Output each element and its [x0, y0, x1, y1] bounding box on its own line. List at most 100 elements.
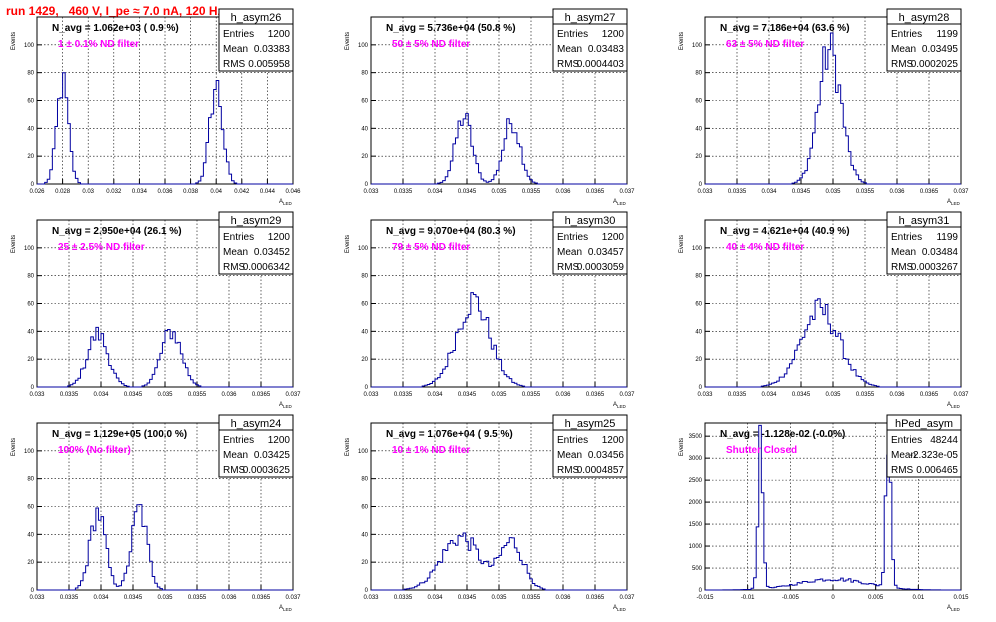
- stats-title: h_asym24: [231, 418, 282, 430]
- y-tick-label: 2000: [689, 500, 703, 506]
- x-tick-label: 0.035: [491, 595, 507, 601]
- y-axis-title: Events: [679, 438, 685, 456]
- navg-label: N_avg = 1.129e+05 (100.0 %): [52, 429, 187, 440]
- stats-value: 1200: [602, 29, 625, 40]
- x-tick-label: 0.015: [953, 595, 969, 601]
- y-tick-label: 0: [699, 588, 703, 594]
- x-tick-label: -0.015: [696, 595, 714, 601]
- filter-label: 1 ± 0.1% ND filter: [58, 39, 139, 50]
- stats-key: RMS: [223, 262, 246, 273]
- y-tick-label: 80: [27, 274, 34, 280]
- stats-box: [218, 414, 294, 478]
- x-axis-title: ALED: [279, 402, 293, 409]
- y-tick-label: 20: [361, 560, 368, 566]
- x-tick-label: 0.034: [427, 392, 443, 398]
- stats-value: 0.03495: [922, 44, 959, 55]
- stats-value: 1199: [936, 232, 958, 243]
- filter-label: 50 ± 5% ND filter: [392, 39, 470, 50]
- y-tick-label: 20: [27, 357, 34, 363]
- y-tick-label: 80: [695, 274, 702, 280]
- x-tick-label: 0.035: [157, 392, 173, 398]
- y-tick-label: 60: [695, 302, 702, 308]
- stats-value: 1200: [268, 435, 291, 446]
- x-tick-label: 0.037: [619, 189, 635, 195]
- y-tick-label: 3000: [689, 456, 703, 462]
- y-tick-label: 40: [695, 126, 702, 132]
- y-tick-label: 40: [361, 126, 368, 132]
- stats-key: Mean: [223, 44, 248, 55]
- y-tick-label: 40: [361, 329, 368, 335]
- x-tick-label: 0.036: [889, 189, 905, 195]
- histogram-bars: [705, 424, 961, 591]
- stats-title: h_asym31: [899, 215, 950, 227]
- x-tick-label: 0.0335: [394, 595, 413, 601]
- x-tick-label: 0.0345: [792, 392, 811, 398]
- x-axis-title: ALED: [279, 199, 293, 206]
- histogram-bars: [705, 32, 961, 185]
- x-tick-label: 0.0365: [586, 189, 605, 195]
- stats-key: Mean: [891, 247, 916, 258]
- y-tick-label: 40: [27, 532, 34, 538]
- filter-label: 63 ± 5% ND filter: [726, 39, 804, 50]
- filter-label: 25 ± 2.5% ND filter: [58, 242, 145, 253]
- y-tick-label: 2500: [689, 478, 703, 484]
- filter-label: Shutter Closed: [726, 445, 797, 456]
- x-tick-label: 0.0345: [792, 189, 811, 195]
- stats-value: 0.03456: [588, 450, 625, 461]
- x-tick-label: 0.0335: [394, 392, 413, 398]
- navg-label: N_avg = 5.736e+04 (50.8 %): [386, 23, 516, 34]
- x-tick-label: 0.037: [285, 595, 301, 601]
- x-tick-label: 0.033: [697, 189, 713, 195]
- x-tick-label: 0.0365: [252, 595, 271, 601]
- x-tick-label: 0.0365: [586, 392, 605, 398]
- stats-box: [886, 414, 962, 478]
- x-tick-label: 0.035: [491, 392, 507, 398]
- stats-key: Mean: [223, 247, 248, 258]
- y-axis-title: Events: [679, 235, 685, 253]
- x-tick-label: 0.036: [889, 392, 905, 398]
- x-tick-label: 0.034: [427, 595, 443, 601]
- x-tick-label: 0.0355: [856, 392, 875, 398]
- stats-value: 0.03425: [254, 450, 291, 461]
- navg-label: N_avg = 1.062e+03 ( 0.9 %): [52, 23, 179, 34]
- stats-value: 1200: [602, 232, 625, 243]
- y-tick-label: 100: [24, 43, 35, 49]
- x-tick-label: 0.0355: [188, 392, 207, 398]
- panel-h_asym27: 0.033 0.0335 0.034 0.0345 0.035 0.0355 0.036 0.…: [345, 8, 635, 206]
- x-tick-label: 0.037: [619, 595, 635, 601]
- y-tick-label: 0: [31, 182, 35, 188]
- y-axis-title: Events: [11, 438, 17, 456]
- y-tick-label: 500: [692, 566, 703, 572]
- y-tick-label: 100: [24, 246, 35, 252]
- x-tick-label: 0.037: [285, 392, 301, 398]
- stats-box: [886, 211, 962, 275]
- x-tick-label: 0.033: [697, 392, 713, 398]
- y-axis-title: Events: [679, 32, 685, 50]
- x-axis-title: ALED: [613, 199, 627, 206]
- x-tick-label: 0.032: [106, 189, 122, 195]
- x-tick-label: 0.0345: [124, 595, 143, 601]
- y-tick-label: 80: [27, 71, 34, 77]
- stats-value: 0.0002025: [911, 59, 959, 70]
- x-tick-label: 0.046: [285, 189, 301, 195]
- y-tick-label: 100: [358, 43, 369, 49]
- y-tick-label: 40: [361, 532, 368, 538]
- y-tick-label: 40: [27, 126, 34, 132]
- x-tick-label: 0.042: [234, 189, 250, 195]
- x-tick-label: 0.0355: [522, 392, 541, 398]
- x-tick-label: 0.036: [157, 189, 173, 195]
- panel-h_asym29: 0.033 0.0335 0.034 0.0345 0.035 0.0355 0.036 0.…: [11, 211, 301, 409]
- x-tick-label: 0.005: [868, 595, 884, 601]
- x-tick-label: 0.0365: [252, 392, 271, 398]
- stats-title: hPed_asym: [895, 418, 953, 430]
- histogram-bars: [37, 504, 293, 591]
- y-tick-label: 80: [361, 477, 368, 483]
- stats-key: Mean: [557, 44, 582, 55]
- x-tick-label: 0.036: [555, 595, 571, 601]
- stats-key: Entries: [891, 435, 922, 446]
- x-tick-label: 0.037: [619, 392, 635, 398]
- x-tick-label: 0.033: [363, 392, 379, 398]
- y-tick-label: 0: [31, 588, 35, 594]
- x-tick-label: 0.035: [157, 595, 173, 601]
